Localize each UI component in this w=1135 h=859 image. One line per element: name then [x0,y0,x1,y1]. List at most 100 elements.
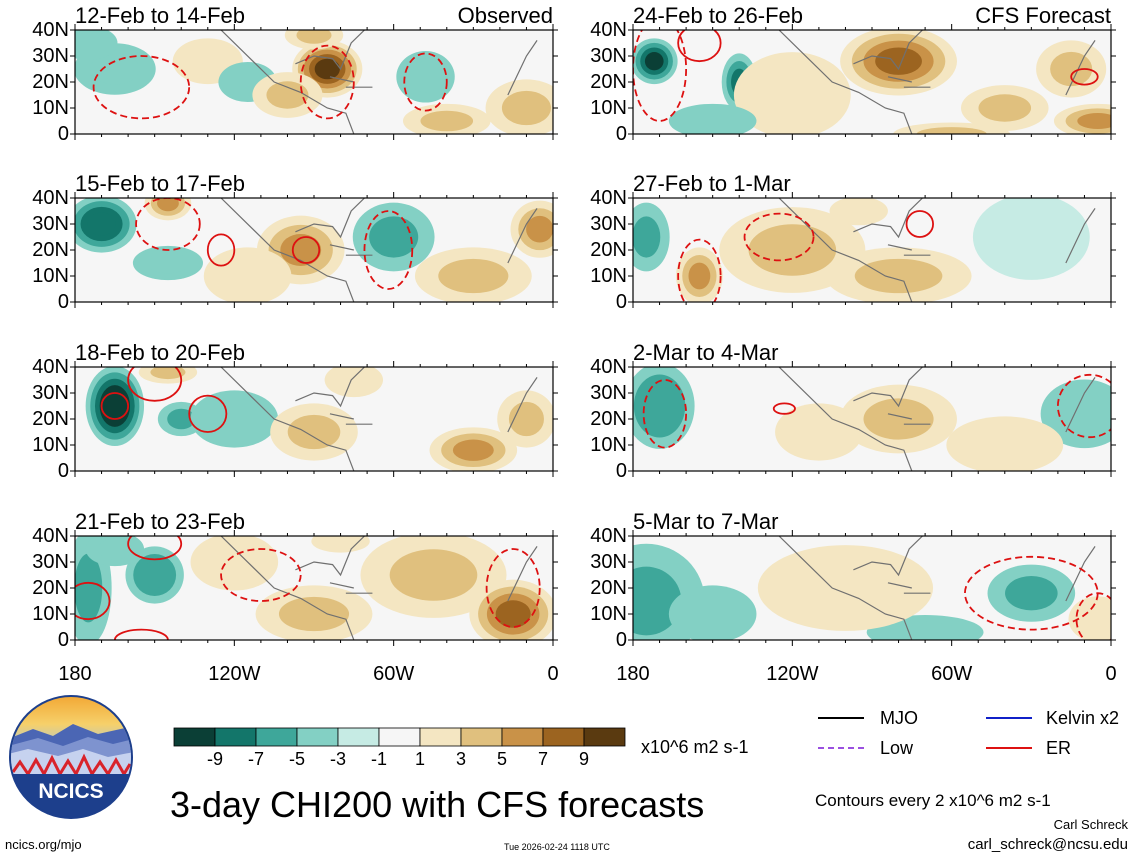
y-tick-label: 0 [615,123,627,145]
anomaly-field [526,215,553,243]
legend-line-er [986,747,1032,749]
x-tick-label: 0 [1105,663,1117,685]
footer-link[interactable]: ncics.org/mjo [5,837,82,852]
panel-4 [628,192,1116,308]
er-contour [127,536,183,561]
x-tick-label: 0 [547,663,559,685]
anomaly-field [452,439,494,461]
y-tick-label: 0 [615,460,627,482]
y-tick-label: 10N [32,434,69,456]
panel-title: 12-Feb to 14-Feb [75,3,245,28]
ncics-logo: NCICS [8,694,134,820]
er-contour [100,392,130,420]
panel-title: 2-Mar to 4-Mar [633,340,779,365]
er-contour [206,233,236,267]
anomaly-field [829,198,888,226]
panel-title: 15-Feb to 17-Feb [75,171,245,196]
colorbar-swatch [501,727,544,747]
colorbar-swatch [296,727,339,747]
panel-6 [628,361,1116,477]
y-tick-label: 30N [32,213,69,235]
panel-title: 21-Feb to 23-Feb [75,509,245,534]
anomaly-field [633,216,661,258]
anomaly-field [757,545,934,631]
anomaly-field [501,90,551,126]
anomaly-field [978,94,1032,122]
panel-title: 27-Feb to 1-Mar [633,171,791,196]
y-tick-label: 10N [32,97,69,119]
anomaly-field [643,385,676,427]
colorbar-swatch [173,727,216,747]
main-title: 3-day CHI200 with CFS forecasts [170,784,705,825]
y-tick-label: 40N [32,19,69,41]
colorbar-tick-label: -1 [370,749,387,769]
units-label: x10^6 m2 s-1 [641,737,749,757]
panel-title: 24-Feb to 26-Feb [633,3,803,28]
y-tick-label: 20N [590,577,627,599]
legend-label-low: Low [880,738,914,758]
anomaly-field [775,403,863,461]
anomaly-field [495,600,531,628]
panel-8 [628,530,1116,646]
author-name: Carl Schreck [1053,817,1128,832]
anomaly-field [141,561,169,589]
anomaly-field [314,58,340,80]
anomaly-field [733,52,851,134]
colorbar-tick-label: 5 [496,749,507,769]
anomaly-field [150,367,186,380]
anomaly-field [748,224,837,276]
y-tick-label: 20N [32,408,69,430]
y-tick-label: 40N [32,356,69,378]
y-tick-label: 30N [590,551,627,573]
anomaly-field [420,110,474,132]
anomaly-field [946,416,1064,471]
y-tick-label: 30N [590,45,627,67]
y-tick-label: 30N [32,382,69,404]
er-contour [299,44,355,120]
coastline [778,30,1096,134]
y-tick-label: 0 [57,629,69,651]
anomaly-field [438,258,509,294]
y-tick-label: 0 [57,460,69,482]
anomaly-field [688,262,711,290]
legend-label-mjo: MJO [880,708,918,728]
author-email[interactable]: carl_schreck@ncsu.edu [967,836,1128,853]
x-tick-label: 60W [373,663,415,685]
er-contour [92,55,191,120]
er-contour [363,210,414,290]
x-tick-label: 120W [208,663,261,685]
er-contour [188,394,228,433]
er-contour [75,581,111,621]
coastline [778,536,1096,640]
anomaly-field [75,553,103,623]
anomaly-field [311,536,370,553]
anomaly-field [633,566,682,636]
panel-3 [70,192,558,308]
logo-icon: NCICS [9,695,133,819]
colorbar-tick-label: -5 [288,749,305,769]
panel-2 [628,24,1116,140]
contour-note: Contours every 2 x10^6 m2 s-1 [815,791,1051,810]
panels-layer [70,24,1116,646]
y-tick-label: 30N [590,213,627,235]
er-contour [291,236,321,264]
colorbar-swatch [337,727,380,747]
er-contour [1070,68,1099,86]
anomaly-field [408,61,444,93]
coastline [220,198,538,302]
logo-text: NCICS [38,780,103,803]
colorbar-tick-label: -9 [206,749,223,769]
y-tick-label: 0 [615,629,627,651]
x-tick-label: 180 [616,663,650,685]
er-contour [403,52,448,112]
panel-header: Observed [457,3,553,28]
anomaly-field [296,30,332,44]
anomaly-field [280,233,322,267]
y-tick-label: 10N [590,265,627,287]
anomaly-field [167,408,196,430]
er-contour [642,379,688,449]
y-tick-label: 20N [32,577,69,599]
colorbar-swatch [255,727,298,747]
anomaly-field [75,30,118,61]
coastline [778,198,1096,302]
